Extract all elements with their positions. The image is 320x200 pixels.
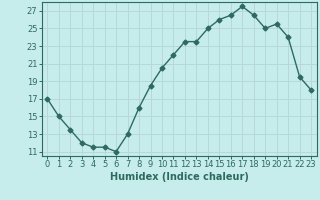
X-axis label: Humidex (Indice chaleur): Humidex (Indice chaleur) [110,172,249,182]
